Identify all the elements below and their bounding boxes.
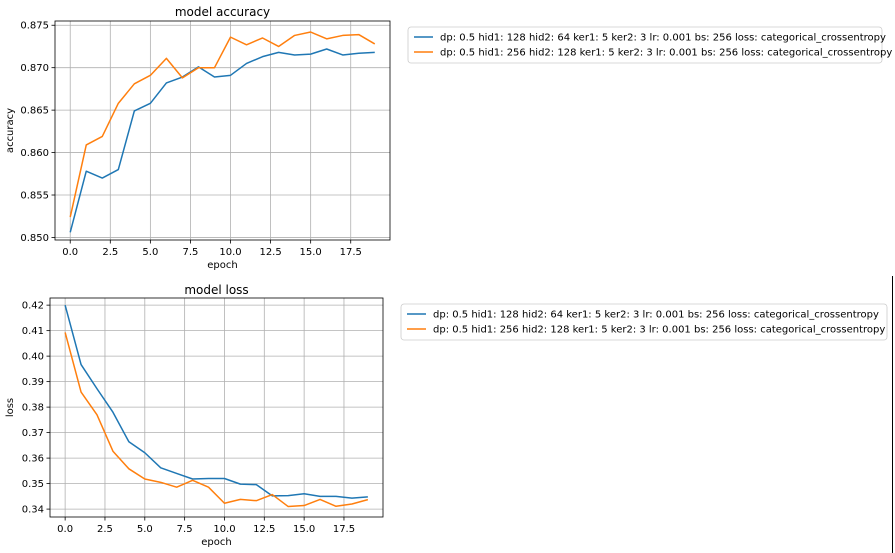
x-tick-label: 17.5 <box>340 247 362 258</box>
y-tick-label: 0.34 <box>22 505 44 516</box>
x-axis-label: epoch <box>207 260 237 271</box>
x-axis-label: epoch <box>201 537 231 548</box>
y-tick-label: 0.865 <box>20 106 49 117</box>
x-tick-label: 5.0 <box>137 524 153 535</box>
series-line-2 <box>69 31 376 218</box>
x-tick-label: 2.5 <box>97 524 113 535</box>
y-tick-label: 0.36 <box>22 454 44 465</box>
x-tick-label: 12.5 <box>259 247 281 258</box>
x-tick-label: 17.5 <box>333 524 355 535</box>
chart-loss: 0.0 2.5 5.0 7.5 10.0 12.5 15.0 17.5 0.34 0.35 0.36… <box>5 283 888 548</box>
x-tick-label: 5.0 <box>142 247 158 258</box>
x-tick-label: 0.0 <box>62 247 78 258</box>
y-axis-label: loss <box>5 398 16 417</box>
y-tick-label: 0.39 <box>22 377 44 388</box>
x-tick-label: 2.5 <box>102 247 118 258</box>
y-tick-label: 0.870 <box>20 63 49 74</box>
legend: dp: 0.5 hid1: 128 hid2: 64 ker1: 5 ker2:… <box>400 303 888 341</box>
y-tick-label: 0.35 <box>22 479 44 490</box>
x-tick-label: 12.5 <box>253 524 275 535</box>
x-tick-label: 7.5 <box>182 247 198 258</box>
y-tick-label: 0.860 <box>20 148 49 159</box>
y-tick-label: 0.850 <box>20 233 49 244</box>
legend-entry-2: dp: 0.5 hid1: 256 hid2: 128 ker1: 5 ker2… <box>433 325 885 336</box>
x-tick-label: 7.5 <box>177 524 193 535</box>
x-tick-label: 0.0 <box>57 524 73 535</box>
x-tick-label: 15.0 <box>300 247 322 258</box>
y-tick-label: 0.855 <box>20 191 49 202</box>
y-tick-label: 0.37 <box>22 428 44 439</box>
legend: dp: 0.5 hid1: 128 hid2: 64 ker1: 5 ker2:… <box>407 26 892 64</box>
x-tick-label: 10.0 <box>213 524 235 535</box>
chart-title: model accuracy <box>175 5 270 19</box>
y-axis-label: accuracy <box>5 108 16 153</box>
x-tick-label: 10.0 <box>219 247 241 258</box>
y-tick-label: 0.42 <box>22 301 44 312</box>
y-tick-label: 0.875 <box>20 21 49 32</box>
series-line-1 <box>69 48 375 233</box>
y-tick-label: 0.41 <box>22 326 44 337</box>
chart-accuracy: 0.0 2.5 5.0 7.5 10.0 12.5 15.0 17.5 0.850 0.855 0.… <box>5 5 892 271</box>
legend-box <box>400 303 888 341</box>
x-tick-label: 15.0 <box>293 524 315 535</box>
y-tick-label: 0.38 <box>22 403 44 414</box>
series-line-1 <box>64 304 368 499</box>
chart-title: model loss <box>184 283 248 297</box>
right-edge-line <box>892 276 893 553</box>
legend-entry-1: dp: 0.5 hid1: 128 hid2: 64 ker1: 5 ker2:… <box>433 310 879 321</box>
series-line-2 <box>64 332 369 508</box>
legend-entry-2: dp: 0.5 hid1: 256 hid2: 128 ker1: 5 ker2… <box>440 48 892 59</box>
y-tick-label: 0.40 <box>22 352 44 363</box>
legend-entry-1: dp: 0.5 hid1: 128 hid2: 64 ker1: 5 ker2:… <box>440 33 886 44</box>
plot-frame <box>54 20 391 241</box>
legend-box <box>407 26 883 64</box>
